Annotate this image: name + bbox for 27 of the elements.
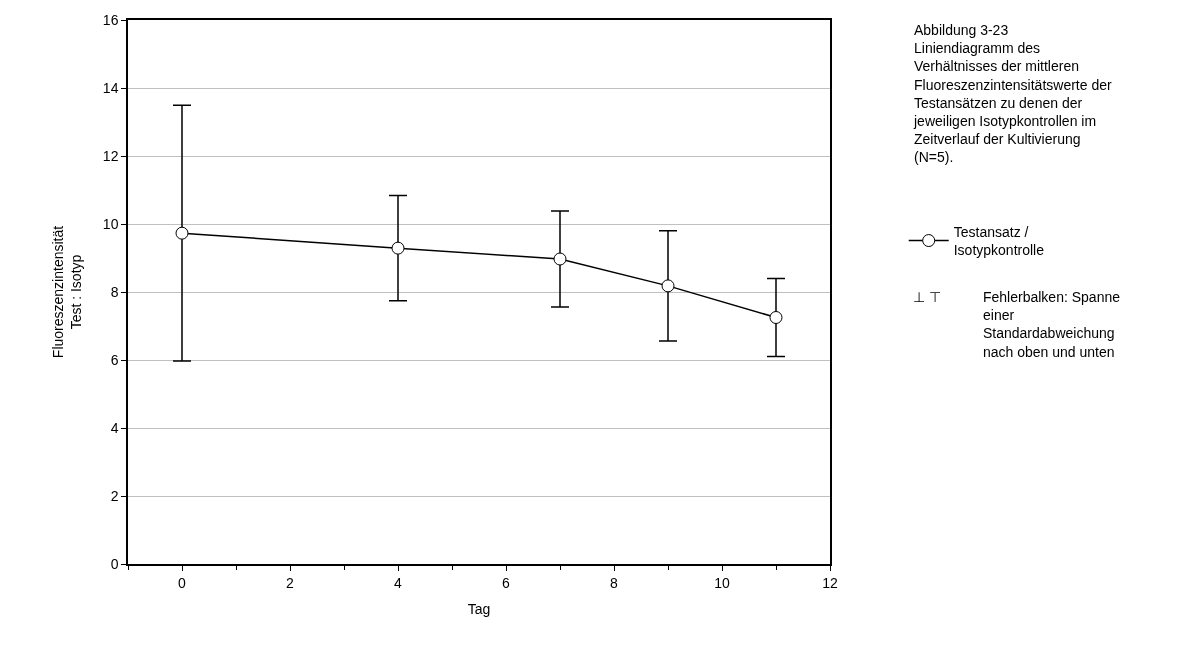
y-tick-label: 6 [110,351,119,368]
legend-label: Testansatz / Isotypkontrolle [953,223,1045,259]
y-tick-label: 2 [110,487,119,504]
x-tick-label: 12 [822,574,838,591]
x-tick-label: 6 [502,574,511,591]
y-tick-label: 0 [110,555,119,572]
y-tick-label: 10 [102,215,119,232]
point [769,311,783,324]
x-tick-label: 10 [714,574,730,591]
x-tick-label: 4 [394,574,403,591]
text: Fehlerbalken: Spanne einer Standardabweichung nach oben und unten [983,289,1121,360]
point [175,226,189,240]
point [391,241,405,255]
x-axis-title: Tag [467,601,491,618]
y-tick-label: 14 [102,79,119,96]
x-tick-label: 8 [610,574,619,591]
y-tick-label: 12 [102,147,119,164]
y-tick-label: 8 [110,283,119,300]
y-axis-title: Fluoreszenzintensität Test : Isotyp [49,225,84,359]
y-tick-label: 16 [102,11,119,28]
point [661,279,675,293]
text: Abbildung 3-23 Liniendiagramm des Verhältnisses der mittleren Fluoreszenzintensitätswerte der Testansätzen zu denen der jeweiligen Isotypkontrollen im Zeitverlauf der Kultivierung (N=5). [913,22,1112,166]
text: ⊥ ⊤ [913,289,941,305]
x-tick-label: 0 [178,574,187,591]
y-tick-label: 4 [110,419,119,436]
point [553,252,567,266]
x-tick-label: 2 [286,574,295,591]
